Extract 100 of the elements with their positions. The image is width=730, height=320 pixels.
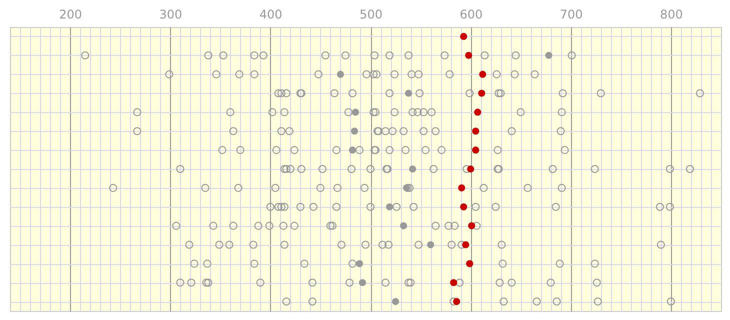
point (405, 90, 412, 97)
point (326, 222, 334, 230)
point (498, 260, 507, 268)
point (402, 146, 410, 154)
point (552, 202, 560, 211)
point (460, 32, 468, 40)
point (358, 279, 366, 286)
point (330, 89, 338, 98)
point (176, 278, 184, 287)
point (381, 278, 390, 287)
point (386, 146, 394, 154)
point (496, 89, 505, 98)
point (404, 51, 413, 60)
point (271, 184, 280, 192)
point (410, 202, 418, 211)
point (666, 202, 674, 211)
point (308, 298, 316, 306)
point (378, 240, 387, 249)
point (190, 260, 198, 268)
point (492, 70, 501, 78)
point (259, 51, 268, 60)
point (472, 202, 480, 211)
point (308, 278, 316, 287)
point (453, 298, 460, 306)
point (408, 70, 416, 78)
point (456, 278, 464, 287)
point (388, 127, 397, 136)
point (337, 240, 346, 249)
point (414, 240, 423, 249)
point (524, 184, 532, 192)
point (446, 70, 454, 78)
point (286, 164, 294, 174)
point (204, 51, 212, 60)
point (201, 184, 210, 192)
x-tick-label: 400 (259, 8, 282, 22)
point (432, 127, 440, 136)
point (280, 202, 288, 211)
point (472, 128, 480, 135)
point (336, 70, 344, 78)
x-tick-label: 200 (59, 8, 82, 22)
point (696, 89, 704, 98)
point (428, 108, 436, 116)
x-tick-label: 600 (460, 8, 483, 22)
point (400, 222, 408, 230)
point (282, 89, 290, 98)
point (656, 240, 665, 249)
point (172, 222, 180, 230)
point (474, 108, 482, 116)
point (500, 298, 508, 306)
point (341, 51, 350, 60)
point (297, 164, 306, 174)
point (548, 164, 557, 174)
point (316, 184, 324, 192)
point (508, 278, 516, 287)
point (229, 127, 238, 136)
point (274, 89, 282, 98)
point (458, 184, 466, 192)
point (333, 184, 342, 192)
point (596, 89, 605, 98)
point (414, 70, 423, 78)
point (408, 108, 417, 116)
point (472, 222, 481, 230)
point (448, 240, 456, 249)
point (361, 240, 370, 249)
point (438, 146, 446, 154)
point (366, 202, 375, 211)
point (462, 241, 470, 248)
point (348, 260, 357, 268)
point (236, 146, 244, 154)
point (478, 90, 486, 97)
point (203, 260, 212, 268)
point (450, 279, 458, 286)
point (272, 146, 280, 154)
point (250, 51, 258, 60)
point (360, 184, 369, 192)
point (558, 89, 567, 98)
point (212, 70, 220, 78)
point (406, 278, 415, 287)
point (355, 146, 364, 154)
point (465, 52, 472, 59)
point (545, 52, 552, 59)
point (556, 127, 565, 136)
point (249, 240, 258, 249)
point (204, 278, 212, 287)
point (466, 89, 474, 98)
point (416, 89, 424, 98)
point (386, 51, 394, 60)
point (226, 108, 234, 116)
point (296, 202, 304, 211)
point (444, 222, 453, 230)
point (218, 146, 226, 154)
point (512, 51, 520, 60)
point (362, 70, 371, 78)
point (532, 298, 541, 306)
point (229, 222, 238, 230)
point (386, 89, 394, 98)
point (450, 222, 459, 230)
point (422, 146, 430, 154)
x-tick-label: 300 (159, 8, 182, 22)
point (176, 164, 184, 174)
